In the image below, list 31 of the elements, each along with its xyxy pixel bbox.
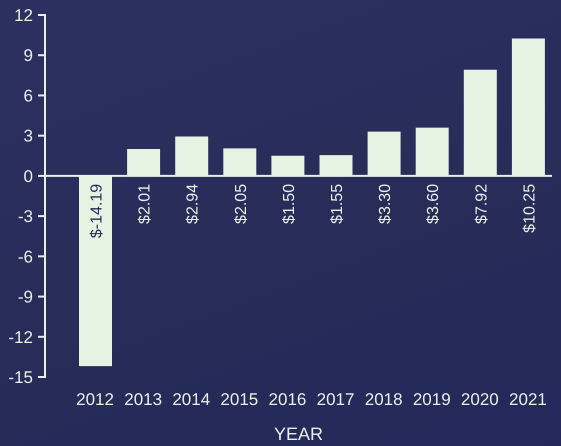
x-tick-label: 2021 bbox=[509, 390, 547, 410]
data-label: $10.25 bbox=[521, 184, 538, 233]
x-axis-title: YEAR bbox=[274, 424, 324, 444]
data-label: $1.55 bbox=[329, 184, 346, 224]
y-tick-label: 6 bbox=[24, 86, 33, 106]
data-label: $2.05 bbox=[232, 184, 250, 224]
y-tick-label: -12 bbox=[8, 328, 33, 347]
x-tick-label: 2016 bbox=[268, 390, 306, 410]
y-tick-label: -9 bbox=[18, 288, 33, 307]
y-tick-label: 3 bbox=[24, 126, 33, 146]
data-label: $1.50 bbox=[280, 184, 298, 224]
y-tick-label: 12 bbox=[14, 6, 33, 25]
x-tick-label: 2015 bbox=[220, 390, 258, 410]
y-tick-label: -6 bbox=[18, 247, 33, 266]
x-tick-label: 2018 bbox=[364, 390, 403, 410]
data-label: $2.94 bbox=[184, 184, 202, 224]
x-tick-label: 2012 bbox=[76, 390, 114, 410]
data-label: $-14.19 bbox=[88, 184, 106, 238]
x-tick-label: 2013 bbox=[124, 390, 162, 410]
y-tick-label: -15 bbox=[8, 368, 33, 387]
data-label: $3.30 bbox=[377, 184, 394, 224]
y-tick-label: -3 bbox=[18, 207, 33, 226]
x-tick-label: 2014 bbox=[172, 390, 210, 410]
x-tick-label: 2020 bbox=[460, 390, 499, 410]
x-tick-label: 2019 bbox=[412, 390, 451, 410]
y-tick-label: 0 bbox=[24, 166, 33, 186]
data-label: $2.01 bbox=[136, 184, 154, 224]
data-label: $7.92 bbox=[473, 184, 490, 224]
x-tick-label: 2017 bbox=[316, 390, 354, 410]
data-label: $3.60 bbox=[425, 184, 442, 224]
y-tick-label: 9 bbox=[24, 46, 33, 66]
